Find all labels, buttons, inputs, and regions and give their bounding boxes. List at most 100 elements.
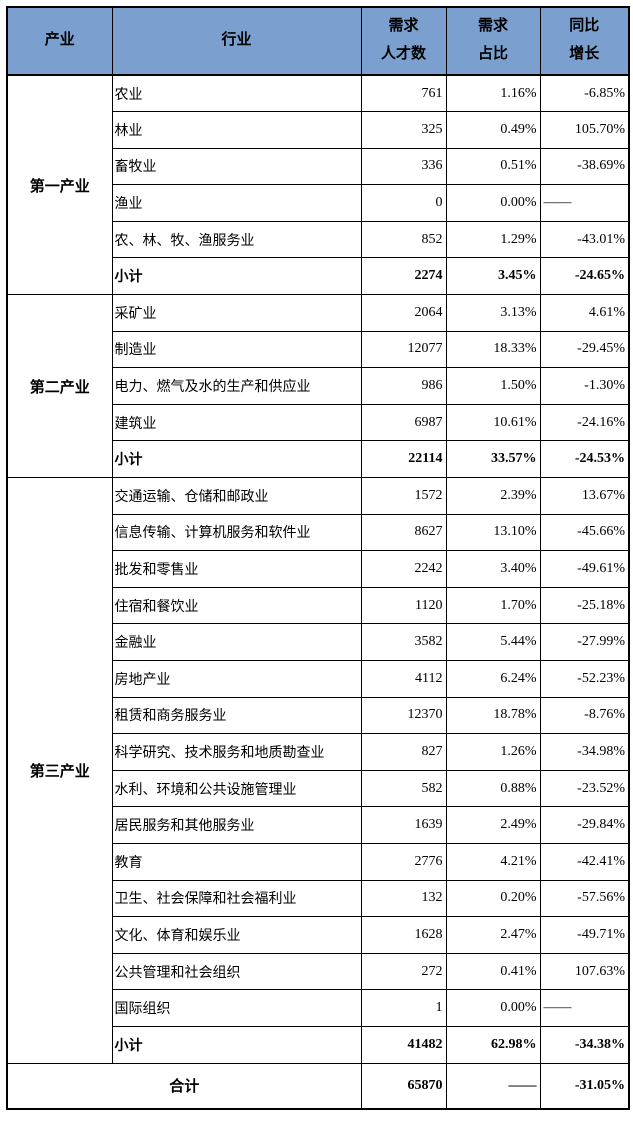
cell-demand-share: 5.44%: [445, 623, 541, 661]
total-row: 合计 65870 —— -31.05%: [6, 1062, 630, 1110]
cell-demand-share: 33.57%: [445, 440, 541, 479]
cell-yoy-growth: -45.66%: [539, 513, 630, 552]
cell-demand-share: 4.21%: [445, 842, 541, 881]
cell-industry: 水利、环境和公共设施管理业: [111, 769, 362, 808]
header-demand-count: 需求 人才数: [360, 6, 447, 76]
cell-industry: 建筑业: [111, 403, 362, 442]
cell-industry: 房地产业: [111, 660, 362, 698]
cell-industry: 小计: [111, 1025, 362, 1064]
cell-demand-share: 2.49%: [445, 806, 541, 844]
header-industry: 行业: [111, 6, 362, 76]
industry-category-cell: 第三产业: [6, 477, 113, 1064]
table-row: 林业 325 0.49% 105.70%: [7, 111, 630, 149]
table-row: 租赁和商务服务业 12370 18.78% -8.76%: [7, 696, 630, 735]
cell-demand-count: 2064: [360, 294, 447, 332]
cell-demand-count: 12077: [360, 330, 447, 369]
cell-yoy-growth: -57.56%: [539, 879, 630, 918]
table-row: 教育 2776 4.21% -42.41%: [7, 842, 630, 881]
table-row: 第一产业 农业 761 1.16% -6.85%: [6, 74, 630, 296]
cell-demand-count: 761: [360, 74, 447, 113]
cell-demand-count: 41482: [360, 1025, 447, 1064]
cell-yoy-growth: -49.71%: [539, 916, 630, 954]
subtotal-row: 小计 2274 3.45% -24.65%: [7, 257, 630, 296]
cell-yoy-growth: -49.61%: [539, 550, 630, 588]
header-industry-category: 产业: [6, 6, 113, 76]
cell-demand-share: ——: [445, 1062, 541, 1110]
cell-demand-share: 0.41%: [445, 952, 541, 991]
cell-yoy-growth: -52.23%: [539, 660, 630, 698]
cell-industry: 林业: [111, 111, 362, 149]
cell-yoy-growth: -38.69%: [539, 147, 630, 186]
cell-industry: 电力、燃气及水的生产和供应业: [111, 367, 362, 405]
cell-industry: 公共管理和社会组织: [111, 952, 362, 991]
cell-demand-share: 18.33%: [445, 330, 541, 369]
table-row: 水利、环境和公共设施管理业 582 0.88% -23.52%: [7, 769, 630, 808]
cell-industry: 文化、体育和娱乐业: [111, 916, 362, 954]
cell-demand-share: 13.10%: [445, 513, 541, 552]
cell-yoy-growth: -23.52%: [539, 769, 630, 808]
cell-demand-count: 12370: [360, 696, 447, 735]
cell-demand-count: 0: [360, 184, 447, 222]
industry-category-cell: 第二产业: [6, 294, 113, 479]
cell-industry: 信息传输、计算机服务和软件业: [111, 513, 362, 552]
industry-category-cell: 第一产业: [6, 74, 113, 296]
cell-demand-share: 2.39%: [445, 477, 541, 515]
cell-demand-share: 3.45%: [445, 257, 541, 296]
cell-demand-share: 1.70%: [445, 586, 541, 625]
cell-demand-share: 0.20%: [445, 879, 541, 918]
cell-yoy-growth: -24.16%: [539, 403, 630, 442]
cell-demand-share: 2.47%: [445, 916, 541, 954]
cell-industry: 教育: [111, 842, 362, 881]
cell-industry: 卫生、社会保障和社会福利业: [111, 879, 362, 918]
cell-yoy-growth: -25.18%: [539, 586, 630, 625]
cell-yoy-growth: -29.84%: [539, 806, 630, 844]
cell-industry: 小计: [111, 257, 362, 296]
cell-yoy-growth: 13.67%: [539, 477, 630, 515]
cell-demand-share: 3.13%: [445, 294, 541, 332]
cell-industry: 畜牧业: [111, 147, 362, 186]
table-row: 渔业 0 0.00% ——: [7, 184, 630, 222]
industry-demand-table: 产业 行业 需求 人才数 需求 占比 同比 增长 第一产业 农业 761 1.1…: [6, 6, 630, 1111]
cell-demand-share: 0.88%: [445, 769, 541, 808]
table-row: 文化、体育和娱乐业 1628 2.47% -49.71%: [7, 916, 630, 954]
subtotal-row: 小计 41482 62.98% -34.38%: [7, 1025, 630, 1064]
cell-demand-share: 62.98%: [445, 1025, 541, 1064]
cell-demand-share: 18.78%: [445, 696, 541, 735]
cell-demand-count: 3582: [360, 623, 447, 661]
cell-demand-share: 0.00%: [445, 989, 541, 1027]
cell-industry: 农业: [111, 74, 362, 113]
cell-yoy-growth: -31.05%: [539, 1062, 630, 1110]
cell-industry: 交通运输、仓储和邮政业: [111, 477, 362, 515]
cell-demand-count: 336: [360, 147, 447, 186]
cell-demand-count: 1639: [360, 806, 447, 844]
cell-industry: 居民服务和其他服务业: [111, 806, 362, 844]
cell-demand-count: 8627: [360, 513, 447, 552]
cell-yoy-growth: 4.61%: [539, 294, 630, 332]
cell-yoy-growth: ——: [539, 184, 630, 222]
cell-demand-count: 132: [360, 879, 447, 918]
cell-demand-count: 65870: [360, 1062, 447, 1110]
cell-demand-share: 6.24%: [445, 660, 541, 698]
table-row: 第二产业 采矿业 2064 3.13% 4.61%: [6, 294, 630, 479]
cell-industry: 住宿和餐饮业: [111, 586, 362, 625]
cell-yoy-growth: -34.38%: [539, 1025, 630, 1064]
cell-yoy-growth: -34.98%: [539, 733, 630, 771]
cell-yoy-growth: -42.41%: [539, 842, 630, 881]
cell-demand-share: 0.51%: [445, 147, 541, 186]
cell-demand-count: 2776: [360, 842, 447, 881]
cell-demand-share: 1.26%: [445, 733, 541, 771]
table-row: 居民服务和其他服务业 1639 2.49% -29.84%: [7, 806, 630, 844]
cell-yoy-growth: ——: [539, 989, 630, 1027]
cell-demand-share: 10.61%: [445, 403, 541, 442]
table-row: 科学研究、技术服务和地质勘查业 827 1.26% -34.98%: [7, 733, 630, 771]
header-yoy-growth: 同比 增长: [539, 6, 630, 76]
cell-demand-count: 1120: [360, 586, 447, 625]
table-row: 批发和零售业 2242 3.40% -49.61%: [7, 550, 630, 588]
cell-industry: 小计: [111, 440, 362, 479]
header-demand-share: 需求 占比: [445, 6, 541, 76]
cell-demand-share: 1.29%: [445, 220, 541, 259]
cell-demand-share: 0.00%: [445, 184, 541, 222]
cell-yoy-growth: -6.85%: [539, 74, 630, 113]
table-row: 金融业 3582 5.44% -27.99%: [7, 623, 630, 661]
cell-industry: 制造业: [111, 330, 362, 369]
